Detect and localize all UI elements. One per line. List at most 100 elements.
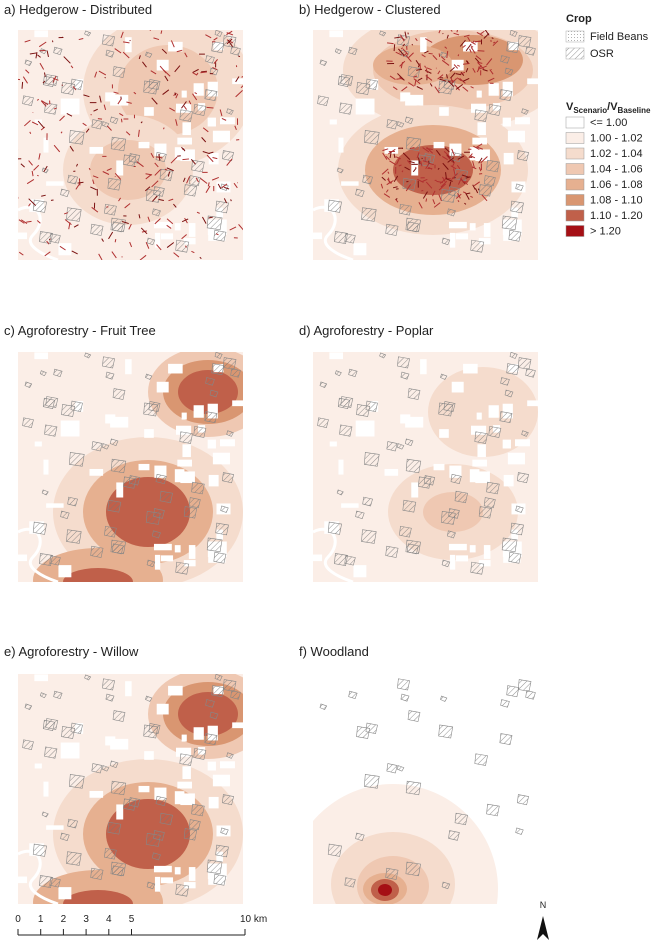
- hedgerow: [394, 44, 395, 51]
- osr-field: [156, 796, 166, 805]
- osr-field: [104, 848, 116, 859]
- osr-field: [205, 412, 217, 423]
- osr-field: [33, 200, 46, 212]
- hedgerow: [426, 199, 427, 202]
- legend-swatch: [566, 48, 584, 59]
- hedgerow: [421, 190, 423, 191]
- non-habitat: [177, 782, 192, 789]
- osr-field: [180, 754, 193, 766]
- legend-label: > 1.20: [590, 226, 621, 238]
- non-habitat: [105, 736, 115, 745]
- value-zone: [378, 884, 392, 896]
- osr-field: [484, 176, 495, 186]
- hedgerow: [106, 207, 108, 208]
- osr-field: [509, 230, 521, 241]
- non-habitat: [105, 414, 115, 423]
- osr-field: [500, 734, 512, 745]
- osr-field: [113, 389, 125, 400]
- panel-title: e) Agroforestry - Willow: [4, 644, 139, 659]
- non-habitat: [330, 441, 337, 446]
- osr-field: [194, 426, 206, 437]
- non-habitat: [477, 91, 482, 98]
- osr-field: [104, 204, 116, 215]
- osr-field: [189, 176, 200, 186]
- osr-field: [517, 795, 528, 805]
- legend-title: VScenario/VBaseline: [566, 101, 651, 115]
- legend-label: 1.02 - 1.04: [590, 148, 643, 160]
- hedgerow: [62, 85, 63, 86]
- non-habitat: [43, 460, 48, 475]
- hedgerow: [478, 189, 479, 191]
- osr-field: [403, 500, 416, 512]
- osr-field: [212, 686, 224, 697]
- legend-swatch: [566, 148, 584, 159]
- non-habitat: [504, 475, 514, 486]
- osr-field: [160, 813, 173, 825]
- non-habitat: [139, 786, 150, 792]
- osr-field: [69, 452, 84, 466]
- non-habitat: [341, 181, 359, 185]
- osr-field: [160, 169, 173, 181]
- osr-field: [366, 401, 378, 412]
- non-habitat: [116, 804, 123, 819]
- non-habitat: [116, 482, 123, 497]
- osr-field: [160, 491, 173, 503]
- osr-field: [500, 90, 512, 101]
- osr-field: [214, 230, 226, 241]
- non-habitat: [155, 877, 160, 892]
- non-habitat: [154, 544, 172, 550]
- non-habitat: [177, 460, 192, 467]
- osr-field: [71, 401, 83, 412]
- osr-field: [475, 754, 488, 766]
- non-habitat: [385, 469, 399, 476]
- legend-swatch: [566, 133, 584, 144]
- non-habitat: [61, 421, 80, 437]
- non-habitat: [194, 405, 204, 417]
- non-habitat: [189, 867, 196, 881]
- osr-field: [102, 679, 114, 690]
- non-habitat: [18, 233, 27, 240]
- non-habitat: [43, 138, 48, 153]
- osr-field: [364, 130, 379, 144]
- osr-field: [364, 452, 379, 466]
- osr-field: [113, 711, 125, 722]
- non-habitat: [213, 453, 230, 465]
- map-panel: [313, 352, 541, 582]
- scale-label: 1: [38, 914, 44, 925]
- osr-field: [189, 498, 200, 508]
- non-habitat: [168, 686, 183, 696]
- non-habitat: [34, 674, 48, 681]
- non-habitat: [125, 359, 132, 374]
- non-habitat: [139, 464, 150, 470]
- non-habitat: [161, 555, 173, 561]
- osr-field: [387, 764, 397, 773]
- osr-field: [517, 473, 528, 483]
- osr-field: [176, 884, 189, 896]
- non-habitat: [90, 469, 104, 476]
- osr-field: [154, 509, 165, 519]
- hedgerow: [477, 51, 484, 52]
- osr-field: [23, 418, 34, 428]
- osr-field: [407, 544, 418, 554]
- osr-field: [66, 852, 81, 866]
- osr-field: [207, 860, 222, 874]
- non-habitat: [484, 545, 491, 559]
- osr-field: [507, 686, 519, 697]
- osr-field: [455, 813, 468, 825]
- non-habitat: [329, 352, 343, 359]
- osr-field: [511, 523, 524, 535]
- non-habitat: [125, 37, 132, 52]
- non-habitat: [420, 37, 427, 52]
- non-habitat: [503, 118, 511, 127]
- osr-field: [154, 831, 165, 841]
- osr-field: [408, 711, 420, 722]
- osr-field: [223, 680, 236, 692]
- osr-field: [108, 500, 121, 512]
- osr-field: [361, 208, 376, 222]
- legend-label: 1.04 - 1.06: [590, 164, 643, 176]
- osr-field: [149, 79, 160, 89]
- non-habitat: [477, 413, 482, 420]
- osr-field: [222, 795, 233, 805]
- osr-field: [511, 201, 524, 213]
